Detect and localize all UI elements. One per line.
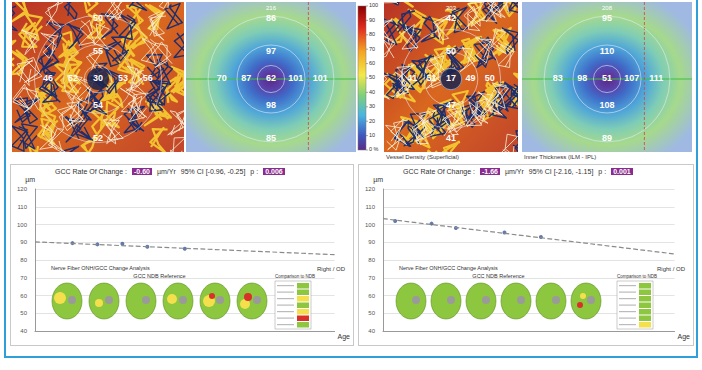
svg-text:µm: µm — [373, 176, 383, 184]
svg-text:49: 49 — [465, 73, 475, 83]
svg-text:101: 101 — [288, 73, 303, 83]
svg-text:Nerve Fiber ONH/GCC Change Ana: Nerve Fiber ONH/GCC Change Analysis — [399, 265, 498, 271]
svg-text:52: 52 — [68, 73, 78, 83]
svg-text:107: 107 — [624, 73, 639, 83]
svg-text:41: 41 — [446, 133, 456, 143]
svg-text:20: 20 — [369, 118, 375, 124]
svg-text:GCC NDB Reference: GCC NDB Reference — [133, 273, 185, 279]
svg-text:53: 53 — [118, 73, 128, 83]
svg-text:Comparison to NDB: Comparison to NDB — [617, 274, 657, 279]
svg-text:120: 120 — [365, 186, 376, 192]
svg-text:50: 50 — [93, 13, 103, 23]
svg-text:50: 50 — [368, 310, 375, 316]
svg-text:Right / OD: Right / OD — [657, 266, 686, 272]
svg-text:100: 100 — [17, 222, 28, 228]
svg-text:Age: Age — [338, 333, 351, 341]
svg-text:100: 100 — [369, 2, 378, 8]
svg-text:110: 110 — [17, 204, 27, 210]
svg-text:Vessel Density (Superficial): Vessel Density (Superficial) — [386, 154, 459, 160]
svg-text:30: 30 — [369, 103, 375, 109]
html-text:p :: p : — [250, 168, 259, 175]
svg-text:62: 62 — [266, 73, 276, 83]
svg-text:101: 101 — [313, 73, 328, 83]
svg-text:50: 50 — [369, 74, 375, 80]
svg-text:80: 80 — [20, 257, 27, 263]
html-text:-0.60: -0.60 — [134, 168, 150, 175]
svg-text:51: 51 — [427, 73, 437, 83]
svg-text:40: 40 — [369, 89, 375, 95]
svg-text:97: 97 — [266, 46, 276, 56]
svg-text:98: 98 — [266, 100, 276, 110]
svg-text:85: 85 — [266, 133, 276, 143]
svg-text:GCC NDB Reference: GCC NDB Reference — [472, 273, 524, 279]
svg-text:0 %: 0 % — [369, 146, 379, 152]
svg-text:89: 89 — [602, 133, 612, 143]
html-text:-1.66: -1.66 — [482, 168, 498, 175]
svg-text:50: 50 — [446, 46, 456, 56]
html-text:µm/Yr: µm/Yr — [505, 168, 524, 175]
svg-text:90: 90 — [20, 239, 27, 245]
svg-text:70: 70 — [20, 275, 27, 281]
svg-text:60: 60 — [368, 293, 375, 299]
svg-text:70: 70 — [368, 275, 375, 281]
svg-text:111: 111 — [649, 73, 663, 83]
svg-text:Right / OD: Right / OD — [317, 266, 346, 272]
svg-text:Inner Thickness (ILM - IPL): Inner Thickness (ILM - IPL) — [524, 154, 596, 160]
html-text:GCC Rate Of Change :: GCC Rate Of Change : — [403, 168, 475, 175]
svg-text:95: 95 — [602, 13, 612, 23]
svg-text:60: 60 — [20, 293, 27, 299]
svg-text:87: 87 — [241, 73, 251, 83]
svg-text:40: 40 — [20, 328, 27, 334]
svg-text:80: 80 — [368, 257, 375, 263]
svg-text:42: 42 — [446, 13, 456, 23]
svg-text:100: 100 — [365, 222, 376, 228]
svg-text:110: 110 — [365, 204, 375, 210]
svg-text:55: 55 — [93, 46, 103, 56]
svg-text:80: 80 — [369, 31, 375, 37]
html-text:95% CI [-2.16, -1.15]: 95% CI [-2.16, -1.15] — [528, 168, 594, 175]
svg-text:10: 10 — [369, 132, 375, 138]
svg-text:54: 54 — [93, 100, 103, 110]
svg-text:50: 50 — [20, 310, 27, 316]
html-text:95% CI [-0.96, -0.25]: 95% CI [-0.96, -0.25] — [180, 168, 246, 175]
svg-text:90: 90 — [368, 239, 375, 245]
svg-text:60: 60 — [369, 60, 375, 66]
html-text:µm/Yr: µm/Yr — [157, 168, 176, 175]
svg-text:µm: µm — [25, 176, 35, 184]
svg-text:83: 83 — [553, 73, 563, 83]
svg-text:Age: Age — [678, 333, 691, 341]
svg-text:40: 40 — [368, 328, 375, 334]
svg-text:41: 41 — [407, 73, 417, 83]
svg-text:52: 52 — [93, 133, 103, 143]
svg-text:70: 70 — [217, 73, 227, 83]
svg-text:90: 90 — [369, 17, 375, 23]
html-text:0.001: 0.001 — [613, 168, 631, 175]
svg-text:Nerve Fiber ONH/GCC Change Ana: Nerve Fiber ONH/GCC Change Analysis — [51, 265, 150, 271]
svg-text:203: 203 — [446, 5, 457, 11]
svg-text:56: 56 — [143, 73, 153, 83]
html-text:p :: p : — [598, 168, 607, 175]
svg-text:120: 120 — [17, 186, 28, 192]
svg-text:70: 70 — [369, 46, 375, 52]
svg-text:50: 50 — [485, 73, 495, 83]
svg-text:216: 216 — [266, 5, 277, 11]
svg-text:46: 46 — [43, 73, 53, 83]
html-text:0.006: 0.006 — [265, 168, 283, 175]
svg-text:17: 17 — [446, 73, 456, 83]
svg-text:47: 47 — [446, 100, 456, 110]
svg-text:208: 208 — [602, 5, 613, 11]
svg-text:108: 108 — [599, 100, 614, 110]
svg-text:98: 98 — [577, 73, 587, 83]
svg-text:51: 51 — [602, 73, 612, 83]
svg-text:30: 30 — [93, 73, 103, 83]
html-text:GCC Rate Of Change :: GCC Rate Of Change : — [55, 168, 127, 175]
svg-text:86: 86 — [266, 13, 276, 23]
svg-text:Comparison to NDB: Comparison to NDB — [275, 274, 315, 279]
svg-text:110: 110 — [600, 46, 615, 56]
